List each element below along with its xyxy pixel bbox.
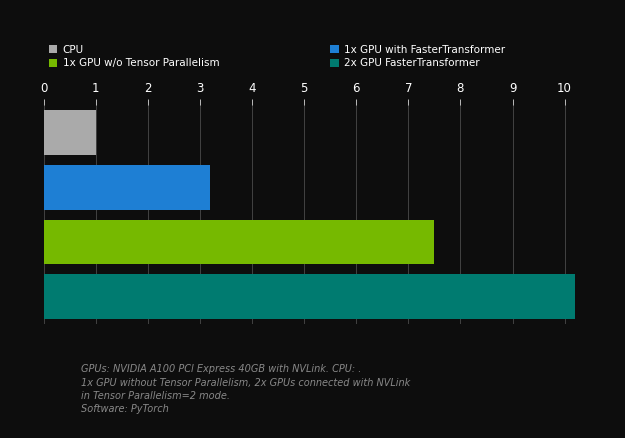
Bar [44, 165, 211, 210]
Bar [44, 219, 434, 265]
Text: GPUs: NVIDIA A100 PCl Express 40GB with NVLink. CPU: .
1x GPU without Tensor Par: GPUs: NVIDIA A100 PCl Express 40GB with … [81, 364, 411, 414]
Legend: 1x GPU with FasterTransformer, 2x GPU FasterTransformer: 1x GPU with FasterTransformer, 2x GPU Fa… [330, 45, 505, 68]
Bar [44, 110, 96, 155]
Bar [44, 274, 575, 319]
